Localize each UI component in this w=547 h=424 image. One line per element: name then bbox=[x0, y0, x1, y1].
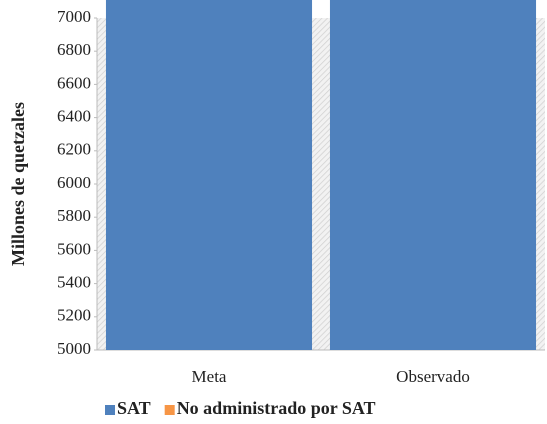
y-tick-label: 5200 bbox=[57, 306, 91, 325]
legend-swatch bbox=[105, 405, 115, 415]
x-tick-label: Meta bbox=[192, 367, 227, 386]
y-tick-label: 6400 bbox=[57, 107, 91, 126]
y-tick-label: 5600 bbox=[57, 239, 91, 258]
legend-label: No administrado por SAT bbox=[177, 398, 376, 418]
y-tick-label: 6800 bbox=[57, 40, 91, 59]
y-tick-label: 6200 bbox=[57, 140, 91, 159]
x-tick-label: Observado bbox=[396, 367, 470, 386]
y-tick-label: 5000 bbox=[57, 339, 91, 358]
legend-label: SAT bbox=[117, 398, 151, 418]
legend-swatch bbox=[164, 405, 175, 415]
y-tick-label: 7000 bbox=[57, 7, 91, 26]
y-axis-label: Millones de quetzales bbox=[8, 102, 28, 266]
y-tick-label: 5800 bbox=[57, 206, 91, 225]
bar-segment bbox=[105, 0, 313, 350]
y-tick-label: 5400 bbox=[57, 273, 91, 292]
y-tick-label: 6000 bbox=[57, 173, 91, 192]
bar-segment bbox=[329, 0, 537, 350]
y-tick-label: 6600 bbox=[57, 73, 91, 92]
